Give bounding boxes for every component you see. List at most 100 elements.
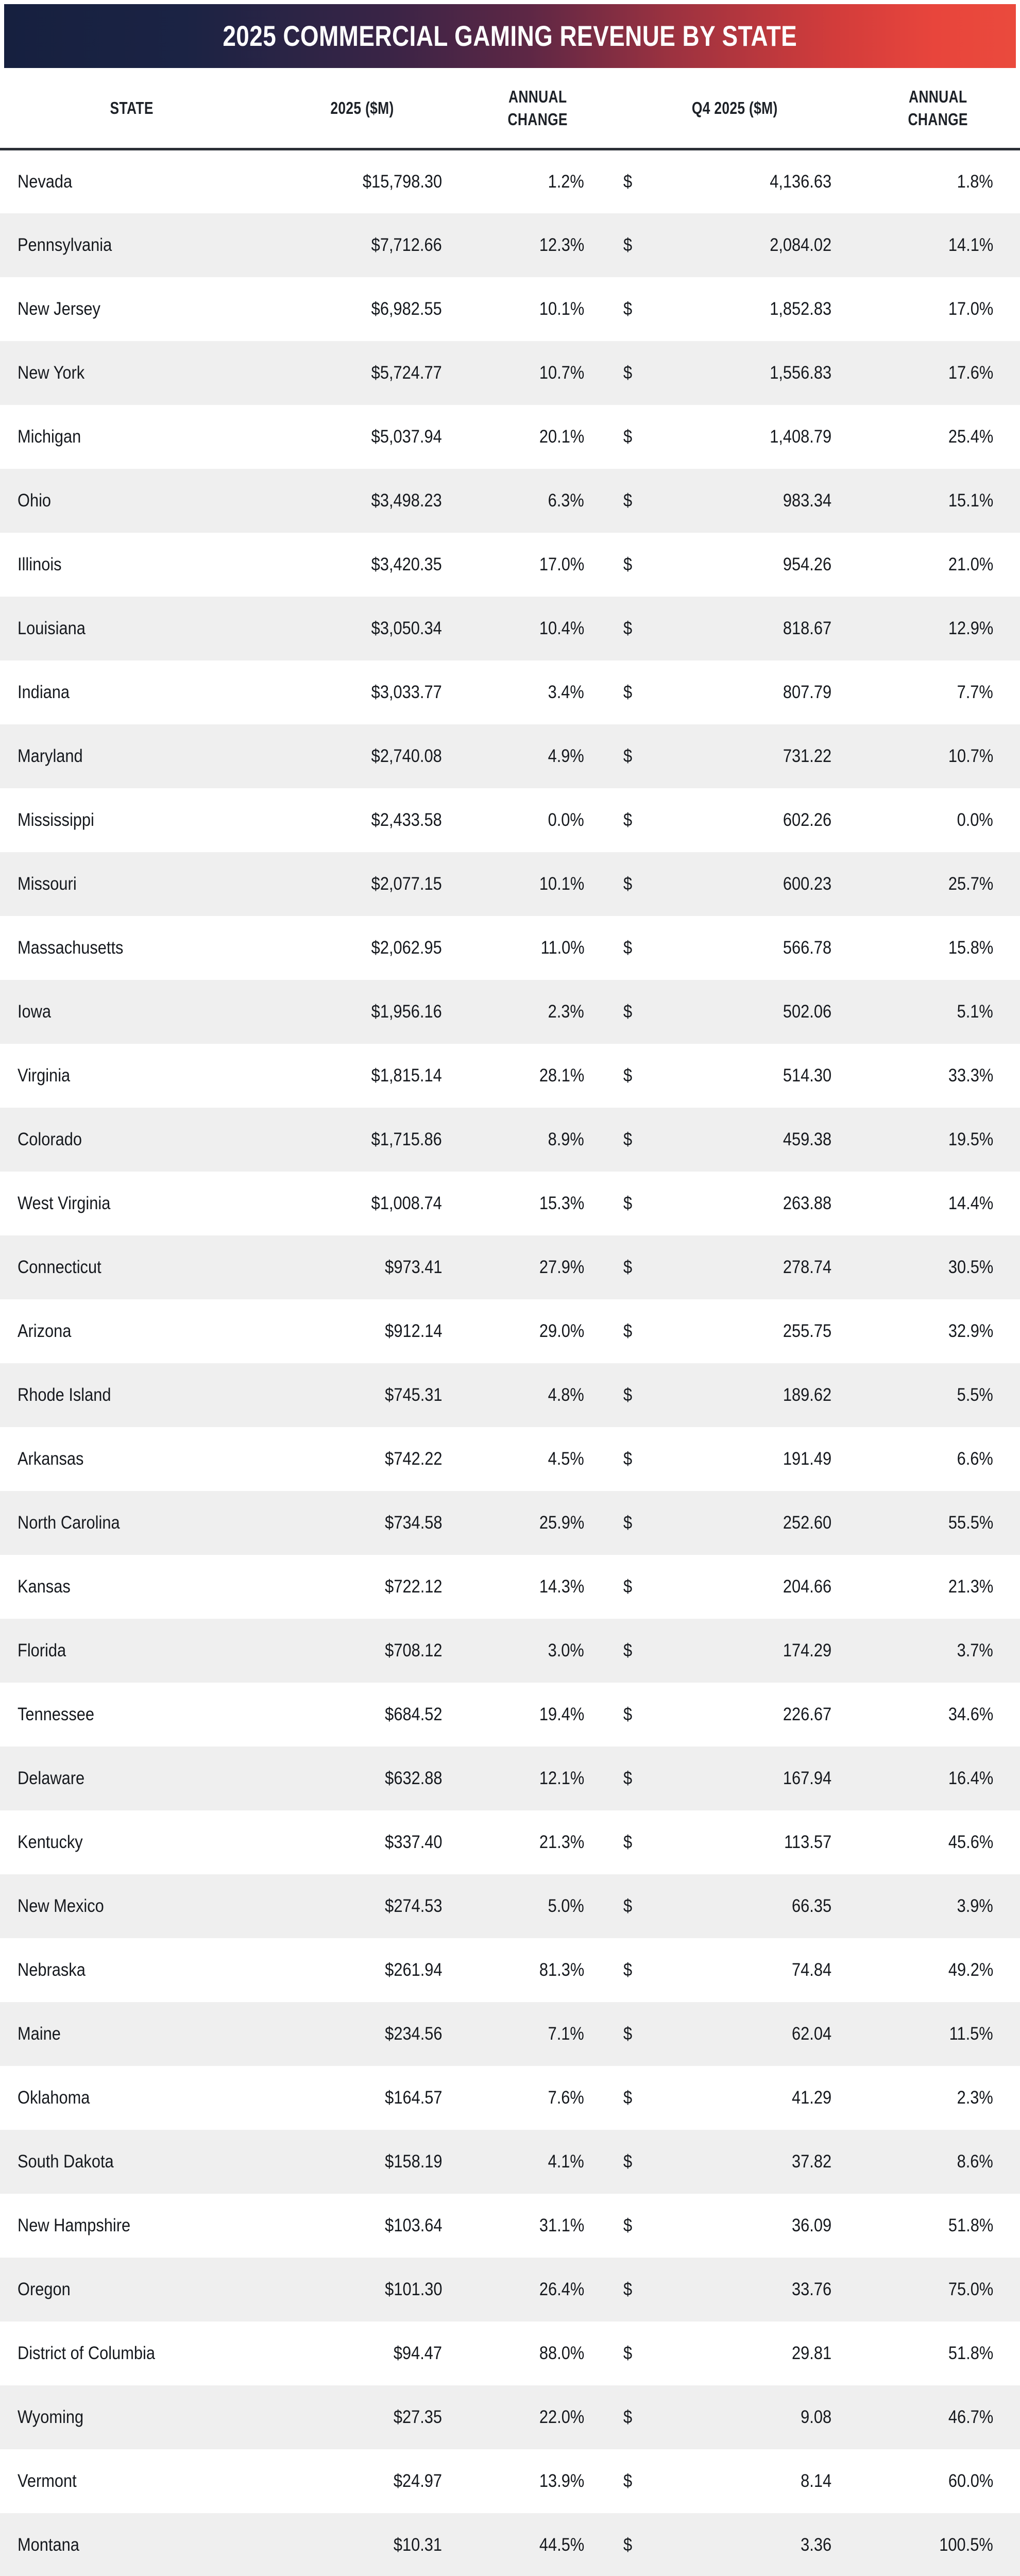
cell-annual-change: 4.1% (461, 2130, 614, 2194)
cell-revenue: $5,037.94 (263, 405, 461, 469)
table-row: Kentucky $337.40 21.3% $113.57 45.6% (0, 1810, 1020, 1874)
cell-q4-revenue-value: 1,852.83 (770, 298, 832, 319)
cell-revenue-value: $1,815.14 (371, 1065, 443, 1086)
cell-q4-revenue: $29.81 (614, 2321, 855, 2385)
cell-q4-revenue-inner: $9.08 (623, 2407, 831, 2428)
cell-q4-annual-change: 60.0% (856, 2449, 1020, 2513)
cell-revenue: $742.22 (263, 1427, 461, 1491)
cell-state-value: West Virginia (18, 1193, 111, 1213)
cell-q4-annual-change: 75.0% (856, 2258, 1020, 2321)
table-row: Wyoming $27.35 22.0% $9.08 46.7% (0, 2385, 1020, 2449)
cell-state: Maryland (0, 724, 263, 788)
cell-q4-currency-symbol: $ (623, 1576, 633, 1597)
cell-q4-annual-change: 25.7% (856, 852, 1020, 916)
table-row: Florida $708.12 3.0% $174.29 3.7% (0, 1618, 1020, 1683)
cell-revenue-value: $684.52 (384, 1704, 443, 1724)
table-row: Missouri $2,077.15 10.1% $600.23 25.7% (0, 852, 1020, 916)
cell-annual-change-value: 2.3% (548, 1001, 585, 1022)
cell-annual-change-value: 6.3% (548, 490, 585, 511)
table-row: New Jersey $6,982.55 10.1% $1,852.83 17.0% (0, 277, 1020, 341)
cell-revenue-value: $158.19 (384, 2151, 443, 2172)
cell-q4-annual-change: 1.8% (856, 149, 1020, 213)
cell-state: Wyoming (0, 2385, 263, 2449)
cell-q4-revenue-value: 113.57 (784, 1832, 832, 1852)
cell-q4-annual-change-value: 15.8% (948, 937, 993, 958)
cell-q4-revenue-inner: $502.06 (623, 1002, 831, 1022)
cell-state-value: Arkansas (18, 1448, 84, 1469)
cell-q4-revenue: $502.06 (614, 980, 855, 1044)
cell-q4-annual-change-value: 46.7% (948, 2406, 993, 2427)
cell-q4-revenue-value: 2,084.02 (770, 234, 832, 255)
table-row: Montana $10.31 44.5% $3.36 100.5% (0, 2513, 1020, 2576)
cell-q4-currency-symbol: $ (623, 2343, 633, 2363)
cell-annual-change-value: 19.4% (539, 1704, 585, 1724)
cell-annual-change-value: 12.3% (539, 234, 585, 255)
column-header-revenue[interactable]: 2025 ($M) (263, 68, 461, 150)
cell-q4-annual-change: 5.1% (856, 980, 1020, 1044)
cell-q4-currency-symbol: $ (623, 1512, 633, 1533)
cell-state-value: Ohio (18, 490, 52, 511)
cell-q4-revenue-value: 167.94 (783, 1768, 832, 1788)
cell-q4-currency-symbol: $ (623, 2023, 633, 2044)
cell-q4-annual-change-value: 14.4% (948, 1193, 993, 1213)
cell-revenue-value: $3,033.77 (371, 682, 443, 702)
cell-state-value: Virginia (18, 1065, 71, 1086)
column-header-q4-annual-change[interactable]: ANNUAL CHANGE (855, 68, 1020, 150)
cell-q4-annual-change: 10.7% (856, 724, 1020, 788)
cell-q4-currency-symbol: $ (623, 2279, 633, 2299)
column-header-state[interactable]: STATE (0, 68, 263, 150)
cell-state: Indiana (0, 660, 263, 724)
cell-q4-revenue: $255.75 (614, 1299, 855, 1363)
cell-state: Colorado (0, 1108, 263, 1172)
cell-annual-change-value: 4.9% (548, 745, 585, 766)
cell-state-value: Nevada (18, 171, 73, 192)
column-header-annual-change[interactable]: ANNUAL CHANGE (461, 68, 615, 150)
cell-state: Illinois (0, 533, 263, 597)
cell-state: New Mexico (0, 1874, 263, 1938)
cell-revenue-value: $261.94 (384, 1959, 443, 1980)
cell-q4-annual-change-value: 1.8% (957, 171, 993, 192)
cell-state-value: Connecticut (18, 1257, 101, 1277)
cell-annual-change-value: 13.9% (539, 2470, 585, 2491)
cell-q4-revenue-value: 1,556.83 (770, 362, 832, 383)
cell-state: Delaware (0, 1747, 263, 1810)
cell-annual-change: 29.0% (461, 1299, 614, 1363)
cell-revenue-value: $1,008.74 (371, 1193, 443, 1213)
cell-annual-change-value: 25.9% (539, 1512, 585, 1533)
cell-q4-currency-symbol: $ (623, 1257, 633, 1277)
cell-q4-revenue: $3.36 (614, 2513, 855, 2576)
table-row: New Mexico $274.53 5.0% $66.35 3.9% (0, 1874, 1020, 1938)
column-header-revenue-label: 2025 ($M) (330, 98, 394, 117)
cell-state: Massachusetts (0, 916, 263, 980)
cell-q4-revenue-inner: $4,136.63 (623, 172, 831, 192)
cell-state: Montana (0, 2513, 263, 2576)
cell-revenue-value: $15,798.30 (363, 171, 443, 192)
cell-state-value: Louisiana (18, 618, 86, 638)
cell-state: Oregon (0, 2258, 263, 2321)
column-header-q4-revenue[interactable]: Q4 2025 ($M) (614, 68, 856, 150)
cell-state-value: Kansas (18, 1576, 71, 1597)
cell-annual-change: 20.1% (461, 405, 614, 469)
cell-revenue-value: $94.47 (393, 2343, 443, 2363)
table-row: Tennessee $684.52 19.4% $226.67 34.6% (0, 1682, 1020, 1747)
cell-annual-change-value: 15.3% (539, 1193, 585, 1213)
gaming-revenue-table: STATE 2025 ($M) ANNUAL CHANGE Q4 2025 ($… (0, 68, 1020, 2576)
cell-q4-revenue-inner: $807.79 (623, 682, 831, 703)
cell-q4-annual-change-value: 10.7% (948, 745, 993, 766)
cell-q4-revenue: $818.67 (614, 597, 855, 660)
cell-q4-annual-change: 32.9% (856, 1299, 1020, 1363)
cell-q4-currency-symbol: $ (623, 2406, 633, 2427)
cell-annual-change-value: 21.3% (539, 1832, 585, 1852)
cell-revenue-value: $734.58 (384, 1512, 443, 1533)
cell-revenue: $261.94 (263, 1938, 461, 2002)
cell-q4-revenue: $74.84 (614, 1938, 855, 2002)
cell-q4-revenue-value: 602.26 (783, 809, 832, 830)
cell-annual-change: 1.2% (461, 149, 614, 213)
cell-state-value: Mississippi (18, 809, 94, 830)
cell-revenue-value: $5,037.94 (371, 426, 443, 447)
cell-q4-revenue-inner: $113.57 (623, 1832, 831, 1853)
cell-q4-revenue-inner: $33.76 (623, 2279, 831, 2300)
cell-state: New York (0, 341, 263, 405)
cell-q4-revenue-inner: $252.60 (623, 1513, 831, 1533)
cell-q4-annual-change-value: 3.9% (957, 1895, 993, 1916)
